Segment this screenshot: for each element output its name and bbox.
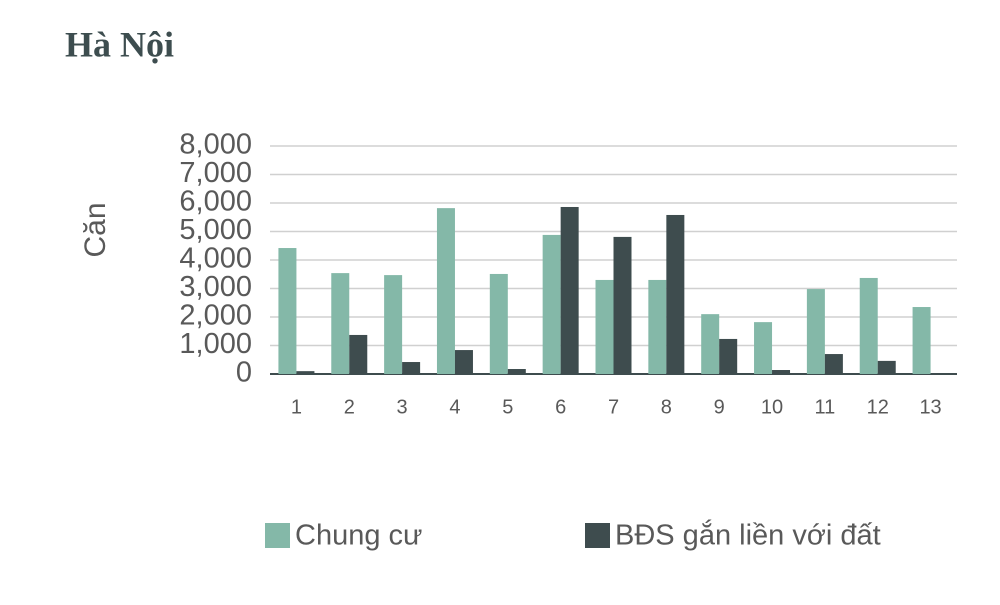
bar [719,338,738,374]
bar [595,279,614,374]
y-tick-label: 6,000 [179,186,252,218]
bar [772,370,791,374]
bar [349,334,368,374]
bar [912,307,931,374]
bar [648,279,667,374]
bar [489,273,508,374]
y-tick-label: 7,000 [179,157,252,189]
bar [666,214,685,374]
x-tick-label: 3 [397,396,408,418]
x-tick-label: 1 [291,396,302,418]
x-tick-label: 12 [867,396,889,418]
y-tick-label: 8,000 [179,129,252,161]
bar [454,350,473,374]
bar [930,373,949,374]
x-tick-label: 7 [608,396,619,418]
y-tick-label: 4,000 [179,243,252,275]
bar [806,289,825,374]
bar [824,354,843,374]
x-tick-label: 10 [761,396,783,418]
y-tick-label: 2,000 [179,300,252,332]
legend-label: Chung cư [295,520,422,552]
x-tick-label: 13 [919,396,941,418]
bar [436,208,455,374]
bar [754,322,773,374]
bar [402,362,421,374]
x-tick-label: 6 [555,396,566,418]
legend-swatch [585,523,610,548]
bar [859,277,878,374]
x-tick-label: 2 [344,396,355,418]
bar [384,275,403,374]
y-tick-label: 1,000 [179,328,252,360]
bar [507,369,526,374]
legend-swatch [265,523,290,548]
bar [278,248,297,374]
chart-title: Hà Nội [65,24,174,64]
bar [331,273,350,374]
bar [877,360,896,374]
bar [560,206,579,374]
y-tick-label: 0 [236,357,252,389]
y-tick-label: 3,000 [179,271,252,303]
bar [613,236,632,374]
bar [542,234,561,374]
y-tick-label: 5,000 [179,214,252,246]
x-tick-label: 8 [661,396,672,418]
bar [701,314,720,374]
y-axis-label: Căn [79,202,112,257]
x-tick-label: 11 [815,396,836,418]
legend-label: BĐS gắn liền với đất [615,519,881,552]
x-tick-label: 9 [714,396,725,418]
bar [296,371,315,374]
x-tick-label: 4 [449,396,460,418]
x-tick-label: 5 [502,396,513,418]
